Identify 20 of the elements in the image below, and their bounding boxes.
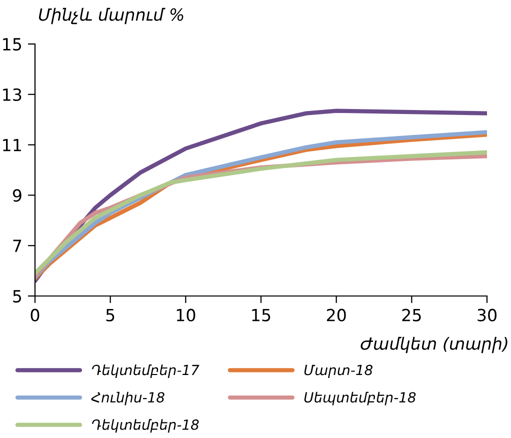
legend-label: Մարտ-18 — [304, 364, 372, 378]
y-tick-label: 9 — [12, 189, 22, 202]
x-tick-label: 30 — [478, 308, 496, 322]
x-tick-label: 25 — [402, 308, 421, 322]
x-tick-label: 5 — [106, 309, 114, 322]
y-tick-label: 13 — [3, 88, 22, 101]
y-axis-title: Մինչև մարում % — [38, 8, 184, 24]
legend-label: Սեպտեմբեր-18 — [304, 392, 416, 406]
legend-label: Դեկտեմբեր-18 — [92, 419, 199, 433]
y-tick-label: 7 — [13, 240, 22, 252]
x-tick-label: 0 — [30, 308, 40, 322]
legend-label: Դեկտեմբեր-17 — [92, 364, 200, 378]
legend-label: Հունիս-18 — [91, 392, 164, 406]
y-tick-label: 5 — [13, 290, 22, 303]
x-tick-label: 15 — [252, 309, 270, 322]
y-tick-label: 15 — [3, 38, 22, 51]
x-tick-label: 20 — [326, 308, 346, 322]
x-axis-title: Ժամկետ (տարի) — [360, 336, 508, 354]
y-tick-label: 11 — [3, 138, 21, 152]
x-tick-label: 10 — [176, 308, 196, 322]
